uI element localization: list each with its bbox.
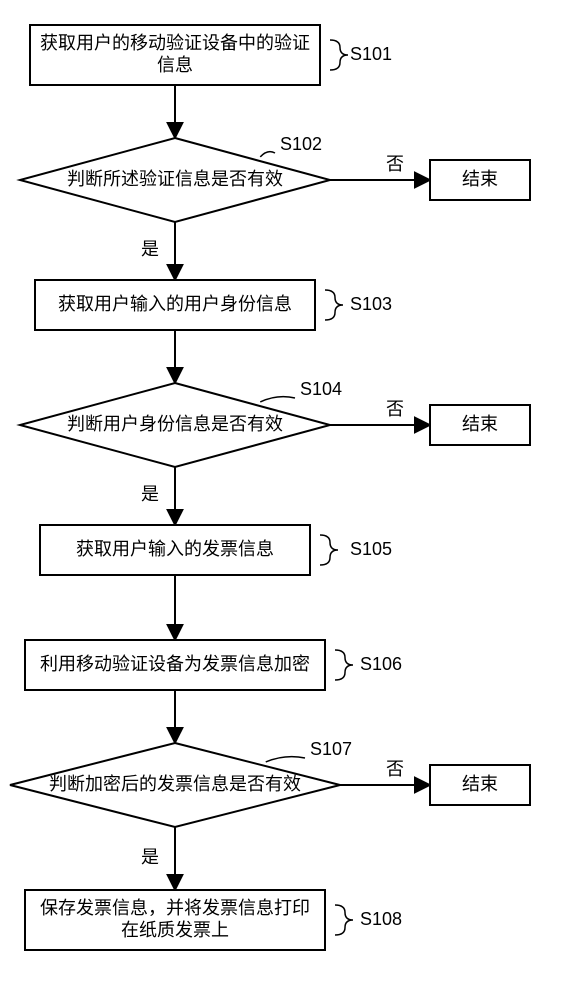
node-s108-text-1: 在纸质发票上 <box>121 920 229 940</box>
brace-s102 <box>260 152 275 157</box>
node-s106-text-0: 利用移动验证设备为发票信息加密 <box>40 654 310 674</box>
step-label-s102: S102 <box>280 134 322 154</box>
node-s105-text-0: 获取用户输入的发票信息 <box>76 539 274 559</box>
node-s104-text: 判断用户身份信息是否有效 <box>67 414 283 434</box>
edge-label-s102-s103: 是 <box>141 239 159 259</box>
step-label-s103: S103 <box>350 294 392 314</box>
brace-s103 <box>325 290 343 320</box>
step-label-s106: S106 <box>360 654 402 674</box>
node-end3-text-0: 结束 <box>462 774 498 794</box>
step-label-s107: S107 <box>310 739 352 759</box>
node-end2-text-0: 结束 <box>462 414 498 434</box>
step-label-s104: S104 <box>300 379 342 399</box>
edge-label-s104-end2: 否 <box>386 399 404 419</box>
brace-s101 <box>330 40 348 70</box>
brace-s104 <box>260 397 295 402</box>
step-label-s108: S108 <box>360 909 402 929</box>
step-label-s105: S105 <box>350 539 392 559</box>
step-label-s101: S101 <box>350 44 392 64</box>
edge-label-s107-s108: 是 <box>141 847 159 867</box>
node-end1-text-0: 结束 <box>462 169 498 189</box>
node-s103-text-0: 获取用户输入的用户身份信息 <box>58 294 292 314</box>
edge-label-s107-end3: 否 <box>386 759 404 779</box>
brace-s105 <box>320 535 338 565</box>
node-s101-text-0: 获取用户的移动验证设备中的验证 <box>40 33 310 53</box>
edge-label-s104-s105: 是 <box>141 484 159 504</box>
node-s102-text: 判断所述验证信息是否有效 <box>67 169 283 189</box>
brace-s106 <box>335 650 353 680</box>
node-s101-text-1: 信息 <box>157 55 193 75</box>
node-s107-text: 判断加密后的发票信息是否有效 <box>49 774 301 794</box>
edge-label-s102-end1: 否 <box>386 154 404 174</box>
brace-s108 <box>335 905 353 935</box>
node-s108-text-0: 保存发票信息，并将发票信息打印 <box>40 898 310 918</box>
brace-s107 <box>266 757 305 762</box>
